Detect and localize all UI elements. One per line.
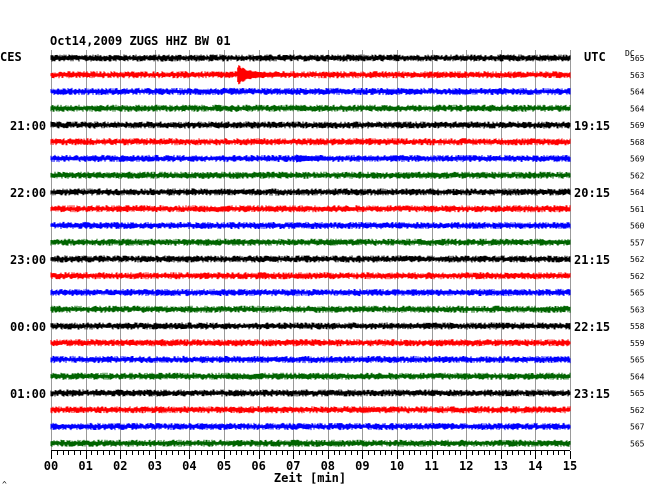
right-time-3: 22:15 <box>574 320 610 334</box>
trace-6 <box>50 154 571 163</box>
dc-value-17: 559 <box>630 339 645 348</box>
dc-value-14: 565 <box>630 289 645 298</box>
trace-14 <box>50 288 571 297</box>
trace-12 <box>50 255 571 263</box>
trace-18 <box>50 355 571 364</box>
right-timezone-label: UTC <box>584 50 606 64</box>
dc-value-5: 568 <box>630 138 645 147</box>
x-tick-label-4: 04 <box>182 459 196 473</box>
dc-value-2: 564 <box>630 88 645 97</box>
x-tick-label-6: 06 <box>251 459 265 473</box>
left-timezone-label: CES <box>0 50 22 64</box>
trace-9 <box>50 205 571 213</box>
dc-value-20: 565 <box>630 389 645 398</box>
corner-mark: ^ <box>2 480 7 489</box>
x-tick-label-3: 03 <box>148 459 162 473</box>
dc-value-16: 558 <box>630 322 645 331</box>
x-tick-label-12: 12 <box>459 459 473 473</box>
left-time-0: 21:00 <box>10 119 46 133</box>
right-time-0: 19:15 <box>574 119 610 133</box>
trace-8 <box>50 188 571 196</box>
event-1 <box>296 154 327 163</box>
dc-value-9: 561 <box>630 205 645 214</box>
trace-10 <box>50 221 571 230</box>
trace-19 <box>50 372 571 380</box>
dc-value-6: 569 <box>630 155 645 164</box>
dc-header-label: DC <box>625 49 635 58</box>
x-tick-label-5: 05 <box>217 459 231 473</box>
x-tick-label-11: 11 <box>424 459 438 473</box>
x-tick-label-2: 02 <box>113 459 127 473</box>
trace-22 <box>50 422 571 431</box>
dc-value-1: 563 <box>630 71 645 80</box>
seismic-traces <box>50 54 571 447</box>
x-tick-label-14: 14 <box>528 459 542 473</box>
trace-2 <box>50 87 571 96</box>
dc-value-0: 565 <box>630 54 645 63</box>
dc-value-11: 557 <box>630 238 645 247</box>
dc-value-7: 562 <box>630 171 645 180</box>
x-tick-label-7: 07 <box>286 459 300 473</box>
dc-value-3: 564 <box>630 104 645 113</box>
dc-value-10: 560 <box>630 222 645 231</box>
right-time-1: 20:15 <box>574 186 610 200</box>
dc-value-4: 569 <box>630 121 645 130</box>
trace-3 <box>50 104 571 112</box>
time-axis <box>51 450 571 459</box>
x-tick-label-10: 10 <box>390 459 404 473</box>
trace-13 <box>50 272 571 280</box>
trace-1 <box>50 71 571 79</box>
dc-value-18: 565 <box>630 356 645 365</box>
trace-11 <box>50 238 571 246</box>
dc-value-23: 565 <box>630 439 645 448</box>
time-grid <box>51 50 571 450</box>
left-time-1: 22:00 <box>10 186 46 200</box>
trace-20 <box>50 389 571 397</box>
trace-7 <box>50 171 571 179</box>
x-tick-label-15: 15 <box>563 459 577 473</box>
x-tick-label-1: 01 <box>78 459 92 473</box>
dc-value-12: 562 <box>630 255 645 264</box>
dc-value-21: 562 <box>630 406 645 415</box>
trace-5 <box>50 138 571 146</box>
chart-title: Oct14,2009 ZUGS HHZ BW 01 <box>50 34 231 48</box>
labels: Oct14,2009 ZUGS HHZ BW 01 CES UTC DC Zei… <box>0 34 645 489</box>
trace-0 <box>50 54 571 62</box>
dc-value-22: 567 <box>630 423 645 432</box>
right-time-4: 23:15 <box>574 387 610 401</box>
trace-4 <box>50 121 571 129</box>
dc-value-19: 564 <box>630 372 645 381</box>
left-time-2: 23:00 <box>10 253 46 267</box>
trace-23 <box>50 439 571 447</box>
x-tick-label-8: 08 <box>321 459 335 473</box>
dc-value-8: 564 <box>630 188 645 197</box>
trace-21 <box>50 406 571 414</box>
left-time-3: 00:00 <box>10 320 46 334</box>
trace-17 <box>50 339 571 347</box>
left-time-4: 01:00 <box>10 387 46 401</box>
right-time-2: 21:15 <box>574 253 610 267</box>
trace-16 <box>50 322 571 330</box>
dc-value-13: 562 <box>630 272 645 281</box>
trace-15 <box>50 305 571 313</box>
x-tick-label-0: 00 <box>44 459 58 473</box>
x-tick-label-13: 13 <box>494 459 508 473</box>
event-0 <box>237 65 280 85</box>
x-tick-label-9: 09 <box>355 459 369 473</box>
dc-value-15: 563 <box>630 305 645 314</box>
x-axis-label: Zeit [min] <box>274 471 346 485</box>
